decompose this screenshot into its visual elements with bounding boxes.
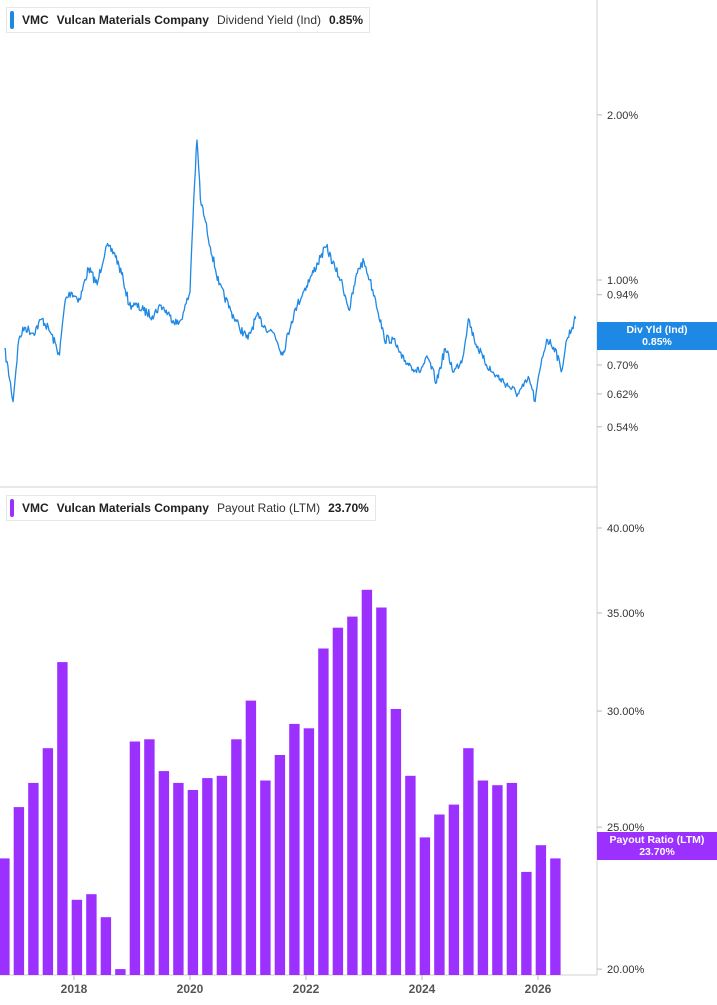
payout-bar: [187, 790, 199, 975]
payout-bar: [332, 627, 344, 975]
top-legend-value: 0.85%: [329, 13, 364, 27]
payout-tick-label: 35.00%: [607, 608, 645, 620]
payout-tick-label: 40.00%: [607, 523, 645, 535]
yield-tick-label: 1.00%: [607, 275, 638, 287]
payout-bar: [361, 589, 373, 975]
yield-tick-label: 2.00%: [607, 110, 638, 122]
bottom-legend-ticker: VMC: [22, 501, 49, 515]
payout-bar: [550, 858, 561, 975]
payout-bar: [115, 969, 126, 975]
payout-bar: [419, 837, 431, 975]
dividend-yield-flag: Div Yld (Ind) 0.85%: [597, 322, 717, 350]
payout-bar: [289, 723, 300, 975]
top-legend: VMC Vulcan Materials Company Dividend Yi…: [6, 7, 371, 33]
top-legend-metric: Dividend Yield (Ind): [216, 13, 322, 27]
bottom-legend-company: Vulcan Materials Company: [56, 501, 209, 515]
payout-ratio-flag-value: 23.70%: [639, 846, 675, 858]
bottom-legend-metric: Payout Ratio (LTM): [216, 501, 321, 515]
payout-bar: [274, 755, 286, 975]
payout-bar: [0, 858, 10, 975]
payout-bar: [463, 748, 474, 975]
payout-ratio-flag: Payout Ratio (LTM) 23.70%: [597, 832, 717, 860]
yield-tick-label: 0.94%: [607, 290, 638, 302]
yield-tick-label: 0.54%: [607, 422, 638, 434]
payout-bar: [477, 780, 489, 975]
payout-bar: [129, 741, 141, 975]
payout-ratio-swatch: [10, 499, 14, 517]
payout-bar: [42, 748, 54, 975]
payout-bar: [71, 899, 83, 975]
year-tick-label: 2024: [409, 982, 436, 996]
year-tick-label: 2022: [293, 982, 320, 996]
year-tick-label: 2020: [177, 982, 204, 996]
payout-bar: [521, 871, 532, 975]
payout-bar: [347, 616, 358, 975]
payout-bar: [202, 778, 213, 975]
year-tick-label: 2026: [525, 982, 552, 996]
payout-bar: [173, 782, 184, 975]
yield-tick-label: 0.70%: [607, 360, 638, 372]
bottom-legend-value: 23.70%: [328, 501, 369, 515]
year-tick-label: 2018: [61, 982, 88, 996]
payout-tick-label: 25.00%: [607, 822, 645, 834]
payout-bar: [144, 739, 155, 975]
payout-bar: [86, 894, 97, 975]
payout-bar: [260, 780, 271, 975]
dividend-yield-flag-label: Div Yld (Ind): [626, 324, 688, 336]
dividend-yield-flag-value: 0.85%: [642, 336, 672, 348]
payout-bar: [405, 775, 416, 975]
payout-bar: [492, 785, 503, 975]
payout-bar: [376, 607, 387, 975]
payout-bar: [100, 917, 112, 975]
payout-bar: [231, 739, 242, 975]
payout-bar: [535, 845, 547, 975]
payout-bar: [158, 771, 170, 975]
payout-bar: [57, 662, 68, 975]
payout-bar: [13, 807, 25, 975]
payout-bar: [506, 782, 518, 975]
payout-bar: [318, 648, 329, 975]
payout-tick-label: 30.00%: [607, 706, 645, 718]
payout-bar: [28, 782, 39, 975]
payout-tick-label: 20.00%: [607, 964, 645, 976]
top-legend-company: Vulcan Materials Company: [56, 13, 209, 27]
bottom-legend: VMC Vulcan Materials Company Payout Rati…: [6, 495, 376, 521]
payout-bar: [448, 804, 460, 975]
dividend-yield-line: [4, 139, 577, 403]
payout-bar: [245, 700, 257, 975]
dividend-yield-swatch: [10, 11, 14, 29]
payout-bar: [390, 709, 402, 975]
payout-ratio-flag-label: Payout Ratio (LTM): [609, 834, 705, 846]
payout-bar: [434, 814, 445, 975]
yield-tick-label: 0.62%: [607, 389, 638, 401]
top-legend-ticker: VMC: [22, 13, 49, 27]
payout-bar: [303, 728, 315, 975]
payout-bar: [216, 775, 228, 975]
